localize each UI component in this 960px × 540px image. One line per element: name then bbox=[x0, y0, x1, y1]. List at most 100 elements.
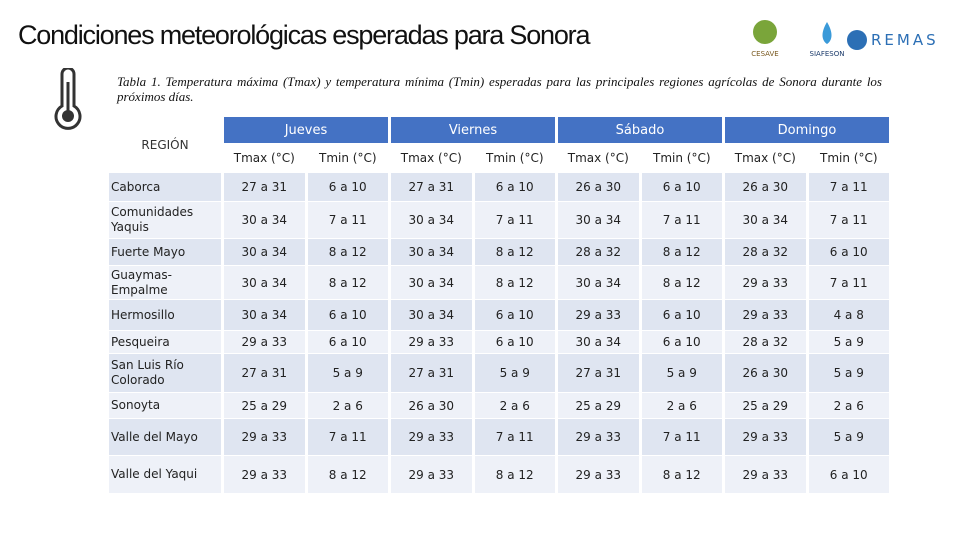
table-row: Valle del Mayo 29 a 33 7 a 11 29 a 33 7 a 11… bbox=[109, 419, 889, 455]
logo-icon bbox=[753, 20, 777, 44]
logo-icon bbox=[822, 22, 832, 44]
cell: 26 a 30 bbox=[391, 393, 472, 418]
cell: 6 a 10 bbox=[474, 173, 555, 201]
logos: CESAVE SIAFESON REMAS bbox=[751, 20, 935, 58]
cell: 5 a 9 bbox=[808, 354, 889, 392]
cell: 28 a 32 bbox=[558, 239, 639, 265]
table-row: Hermosillo 30 a 34 6 a 10 30 a 34 6 a 10 29 a… bbox=[109, 300, 889, 330]
cell: 30 a 34 bbox=[224, 266, 305, 299]
cell: 7 a 11 bbox=[474, 202, 555, 238]
cell: 29 a 33 bbox=[725, 456, 806, 493]
cell: 26 a 30 bbox=[725, 354, 806, 392]
day-header: Jueves bbox=[224, 117, 388, 143]
table-row: Comunidades Yaquis 30 a 34 7 a 11 30 a 34 7 … bbox=[109, 202, 889, 238]
table-row: Pesqueira 29 a 33 6 a 10 29 a 33 6 a 10 30 a … bbox=[109, 331, 889, 353]
thermometer-icon bbox=[54, 68, 82, 130]
cell: 8 a 12 bbox=[474, 456, 555, 493]
cell: 8 a 12 bbox=[474, 266, 555, 299]
cell: 6 a 10 bbox=[808, 456, 889, 493]
region-cell: Fuerte Mayo bbox=[109, 239, 221, 265]
cell: 29 a 33 bbox=[224, 419, 305, 455]
cell: 8 a 12 bbox=[307, 456, 388, 493]
cell: 25 a 29 bbox=[224, 393, 305, 418]
cell: 28 a 32 bbox=[725, 331, 806, 353]
cell: 30 a 34 bbox=[725, 202, 806, 238]
column-header: Tmin (°C) bbox=[474, 144, 555, 172]
cell: 5 a 9 bbox=[474, 354, 555, 392]
cell: 8 a 12 bbox=[307, 266, 388, 299]
day-header: Sábado bbox=[558, 117, 722, 143]
table-row: Fuerte Mayo 30 a 34 8 a 12 30 a 34 8 a 12 28 … bbox=[109, 239, 889, 265]
cell: 29 a 33 bbox=[391, 419, 472, 455]
region-cell: Sonoyta bbox=[109, 393, 221, 418]
cell: 7 a 11 bbox=[808, 202, 889, 238]
cell: 5 a 9 bbox=[808, 419, 889, 455]
cell: 8 a 12 bbox=[641, 266, 722, 299]
cell: 6 a 10 bbox=[641, 331, 722, 353]
column-header: Tmin (°C) bbox=[641, 144, 722, 172]
day-header: Viernes bbox=[391, 117, 555, 143]
column-header: Tmax (°C) bbox=[391, 144, 472, 172]
region-cell: Valle del Yaqui bbox=[109, 456, 221, 493]
cell: 7 a 11 bbox=[808, 266, 889, 299]
cell: 29 a 33 bbox=[391, 456, 472, 493]
cell: 5 a 9 bbox=[307, 354, 388, 392]
cell: 7 a 11 bbox=[307, 202, 388, 238]
cell: 27 a 31 bbox=[391, 354, 472, 392]
cell: 7 a 11 bbox=[641, 202, 722, 238]
logo-text: CESAVE bbox=[751, 50, 778, 58]
cell: 30 a 34 bbox=[391, 266, 472, 299]
column-header: Tmax (°C) bbox=[558, 144, 639, 172]
cell: 30 a 34 bbox=[391, 202, 472, 238]
region-cell: Comunidades Yaquis bbox=[109, 202, 221, 238]
caption: Tabla 1. Temperatura máxima (Tmax) y tem… bbox=[117, 74, 882, 104]
cell: 30 a 34 bbox=[391, 300, 472, 330]
cell: 29 a 33 bbox=[224, 331, 305, 353]
cell: 8 a 12 bbox=[307, 239, 388, 265]
region-header: REGIÓN bbox=[109, 117, 221, 172]
cell: 7 a 11 bbox=[808, 173, 889, 201]
table-row: Valle del Yaqui 29 a 33 8 a 12 29 a 33 8 a 1… bbox=[109, 456, 889, 493]
cell: 7 a 11 bbox=[307, 419, 388, 455]
cell: 2 a 6 bbox=[808, 393, 889, 418]
cell: 30 a 34 bbox=[558, 202, 639, 238]
region-cell: Guaymas-Empalme bbox=[109, 266, 221, 299]
cell: 30 a 34 bbox=[224, 202, 305, 238]
region-cell: Caborca bbox=[109, 173, 221, 201]
cell: 2 a 6 bbox=[474, 393, 555, 418]
region-cell: Pesqueira bbox=[109, 331, 221, 353]
cell: 29 a 33 bbox=[725, 300, 806, 330]
cell: 27 a 31 bbox=[391, 173, 472, 201]
cell: 25 a 29 bbox=[558, 393, 639, 418]
table-row: Guaymas-Empalme 30 a 34 8 a 12 30 a 34 8 a 1… bbox=[109, 266, 889, 299]
cell: 29 a 33 bbox=[725, 266, 806, 299]
cell: 28 a 32 bbox=[725, 239, 806, 265]
cell: 27 a 31 bbox=[558, 354, 639, 392]
cell: 6 a 10 bbox=[474, 331, 555, 353]
column-header: Tmin (°C) bbox=[808, 144, 889, 172]
column-header: Tmax (°C) bbox=[725, 144, 806, 172]
cell: 5 a 9 bbox=[808, 331, 889, 353]
logo-text: SIAFESON bbox=[810, 50, 845, 58]
cell: 27 a 31 bbox=[224, 173, 305, 201]
logo-text: REMAS bbox=[871, 31, 935, 49]
table-row: Caborca 27 a 31 6 a 10 27 a 31 6 a 10 26 a 30… bbox=[109, 173, 889, 201]
cell: 29 a 33 bbox=[558, 300, 639, 330]
cell: 27 a 31 bbox=[224, 354, 305, 392]
title: Condiciones meteorológicas esperadas par… bbox=[18, 20, 590, 50]
cell: 30 a 34 bbox=[558, 331, 639, 353]
cell: 7 a 11 bbox=[641, 419, 722, 455]
cell: 6 a 10 bbox=[474, 300, 555, 330]
cell: 4 a 8 bbox=[808, 300, 889, 330]
cell: 30 a 34 bbox=[224, 239, 305, 265]
cell: 30 a 34 bbox=[224, 300, 305, 330]
region-cell: San Luis Río Colorado bbox=[109, 354, 221, 392]
cell: 30 a 34 bbox=[391, 239, 472, 265]
cell: 8 a 12 bbox=[641, 239, 722, 265]
region-cell: Valle del Mayo bbox=[109, 419, 221, 455]
cell: 6 a 10 bbox=[307, 173, 388, 201]
column-header: Tmin (°C) bbox=[307, 144, 388, 172]
day-header: Domingo bbox=[725, 117, 889, 143]
table-row: San Luis Río Colorado 27 a 31 5 a 9 27 a 31… bbox=[109, 354, 889, 392]
column-header: Tmax (°C) bbox=[224, 144, 305, 172]
